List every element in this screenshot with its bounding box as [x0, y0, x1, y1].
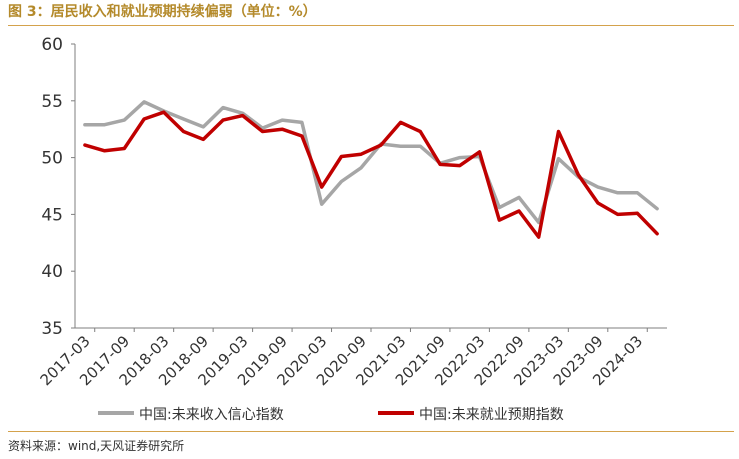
chart-series — [83, 100, 659, 239]
y-tick-label: 60 — [41, 35, 63, 55]
y-tick-label: 35 — [41, 319, 63, 339]
top-divider — [8, 25, 734, 26]
bottom-divider — [8, 431, 734, 432]
y-tick-label: 55 — [41, 92, 63, 112]
legend-label-income: 中国:未来收入信心指数 — [139, 407, 284, 423]
y-tick-label: 50 — [41, 149, 63, 169]
chart-legend: 中国:未来收入信心指数 中国:未来就业预期指数 — [98, 407, 564, 423]
chart-axes: 3540455055602017-032017-092018-032018-09… — [37, 35, 667, 389]
series-line-employment — [83, 110, 659, 239]
series-line-income — [83, 100, 659, 225]
figure-title: 图 3：居民收入和就业预期持续偏弱（单位：%） — [8, 4, 317, 20]
source-note: 资料来源：wind,天风证券研究所 — [8, 439, 185, 453]
y-tick-label: 45 — [41, 205, 63, 225]
y-tick-label: 40 — [41, 262, 63, 282]
legend-label-employment: 中国:未来就业预期指数 — [419, 407, 564, 423]
